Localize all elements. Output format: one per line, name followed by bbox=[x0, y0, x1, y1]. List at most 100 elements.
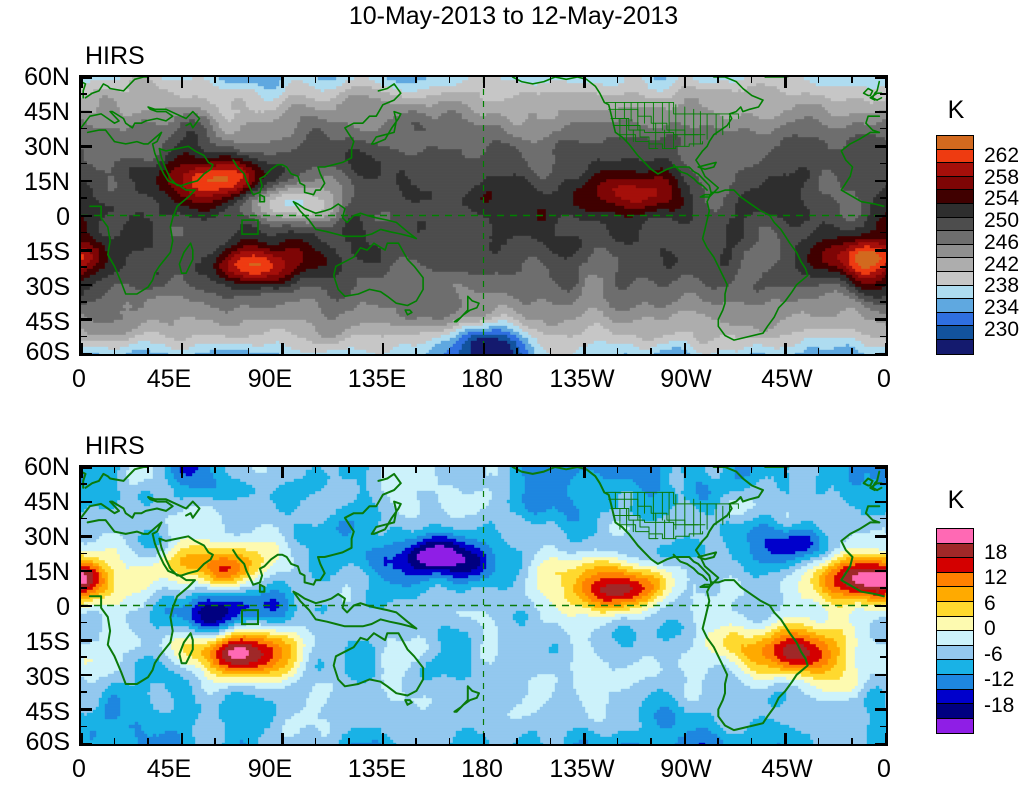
axis-tick bbox=[113, 77, 116, 83]
coastline bbox=[697, 161, 717, 171]
colorbar-tick-label: 242 bbox=[984, 252, 1020, 276]
coastline bbox=[511, 77, 764, 198]
axis-tick bbox=[81, 535, 92, 538]
colorbar-tick-label: -18 bbox=[984, 693, 1015, 717]
axis-tick bbox=[885, 733, 886, 744]
xtick-label: 45E bbox=[146, 755, 192, 783]
colorbar-tick-label: 6 bbox=[984, 591, 996, 615]
axis-tick bbox=[880, 725, 886, 728]
coastline bbox=[612, 515, 704, 540]
axis-tick bbox=[650, 77, 652, 83]
coastline bbox=[672, 163, 708, 191]
axis-tick bbox=[784, 343, 787, 354]
coastline bbox=[370, 500, 402, 535]
axis-tick bbox=[415, 348, 417, 354]
figure-title: 10-May-2013 to 12-May-2013 bbox=[348, 2, 679, 30]
xtick-label: 180 bbox=[461, 755, 503, 783]
colorbar-band bbox=[936, 271, 974, 286]
axis-tick bbox=[482, 343, 485, 354]
coastline bbox=[178, 632, 194, 665]
ytick-label: 30S bbox=[25, 273, 70, 301]
axis-tick bbox=[81, 500, 92, 504]
ytick-label: 30N bbox=[24, 133, 70, 161]
ytick-label: 15N bbox=[24, 168, 70, 196]
axis-tick bbox=[247, 77, 250, 83]
coastline bbox=[871, 470, 881, 492]
axis-tick bbox=[817, 77, 820, 83]
colorbar-tick-label: 234 bbox=[984, 296, 1020, 320]
axis-tick bbox=[875, 604, 886, 607]
axis-tick bbox=[81, 110, 92, 114]
contour-band bbox=[470, 337, 514, 354]
axis-tick bbox=[875, 214, 886, 217]
colorbar-tick-label: -6 bbox=[984, 642, 1003, 666]
axis-tick bbox=[750, 467, 753, 473]
axis-tick bbox=[851, 348, 853, 354]
axis-tick bbox=[81, 283, 92, 287]
axis-tick bbox=[281, 733, 284, 744]
coastline bbox=[86, 519, 196, 685]
colorbar-band bbox=[936, 528, 974, 544]
ytick-label: 60N bbox=[24, 63, 70, 91]
axis-tick bbox=[880, 483, 886, 485]
axis-tick bbox=[616, 738, 619, 744]
axis-tick bbox=[650, 348, 652, 354]
axis-tick bbox=[482, 733, 485, 744]
colorbar-band bbox=[936, 311, 974, 327]
colorbar-band bbox=[936, 243, 974, 259]
axis-tick bbox=[851, 738, 853, 744]
axis-tick bbox=[880, 93, 886, 95]
axis-tick bbox=[81, 353, 92, 354]
coastline bbox=[862, 477, 874, 487]
axis-tick bbox=[851, 467, 853, 473]
axis-tick bbox=[214, 348, 216, 354]
axis-tick bbox=[875, 145, 886, 148]
coastline bbox=[701, 579, 809, 732]
axis-tick bbox=[281, 77, 284, 88]
axis-tick bbox=[880, 266, 886, 268]
coastline bbox=[258, 583, 266, 593]
axis-tick bbox=[81, 467, 83, 478]
colorbar-band bbox=[936, 325, 974, 340]
axis-tick bbox=[880, 517, 886, 520]
coastline bbox=[232, 472, 402, 586]
axis-tick bbox=[717, 738, 719, 744]
coastline bbox=[158, 535, 214, 577]
axis-tick bbox=[214, 738, 216, 744]
axis-tick bbox=[81, 214, 92, 217]
axis-tick bbox=[81, 197, 87, 199]
ytick-label: 45N bbox=[24, 488, 70, 516]
axis-tick bbox=[717, 77, 719, 83]
axis-tick bbox=[81, 587, 87, 589]
axis-tick bbox=[875, 318, 886, 321]
axis-tick bbox=[348, 77, 350, 83]
axis-tick bbox=[381, 467, 385, 478]
axis-tick bbox=[885, 467, 886, 478]
coastline bbox=[697, 551, 718, 561]
axis-tick bbox=[516, 77, 518, 83]
axis-tick bbox=[81, 179, 92, 183]
colorbar-band bbox=[936, 284, 974, 300]
coastline bbox=[606, 491, 739, 509]
colorbar-band bbox=[936, 703, 974, 719]
colorbar-band bbox=[936, 615, 974, 632]
coastline bbox=[404, 699, 413, 706]
axis-tick bbox=[683, 467, 687, 478]
axis-tick bbox=[875, 569, 886, 573]
coastline bbox=[292, 590, 418, 630]
axis-tick bbox=[683, 343, 687, 354]
colorbar-band bbox=[936, 542, 974, 559]
ytick-label: 45S bbox=[25, 698, 70, 726]
axis-tick bbox=[817, 348, 820, 354]
axis-tick bbox=[180, 733, 184, 744]
coastline bbox=[259, 193, 266, 203]
axis-tick bbox=[81, 639, 92, 642]
axis-tick bbox=[482, 467, 485, 478]
colorbar-band bbox=[936, 230, 974, 245]
axis-tick bbox=[81, 725, 87, 728]
colorbar-band bbox=[936, 216, 974, 232]
axis-tick bbox=[381, 733, 385, 744]
axis-tick bbox=[113, 738, 116, 744]
ytick-label: 60S bbox=[25, 728, 70, 756]
axis-tick bbox=[683, 733, 687, 744]
